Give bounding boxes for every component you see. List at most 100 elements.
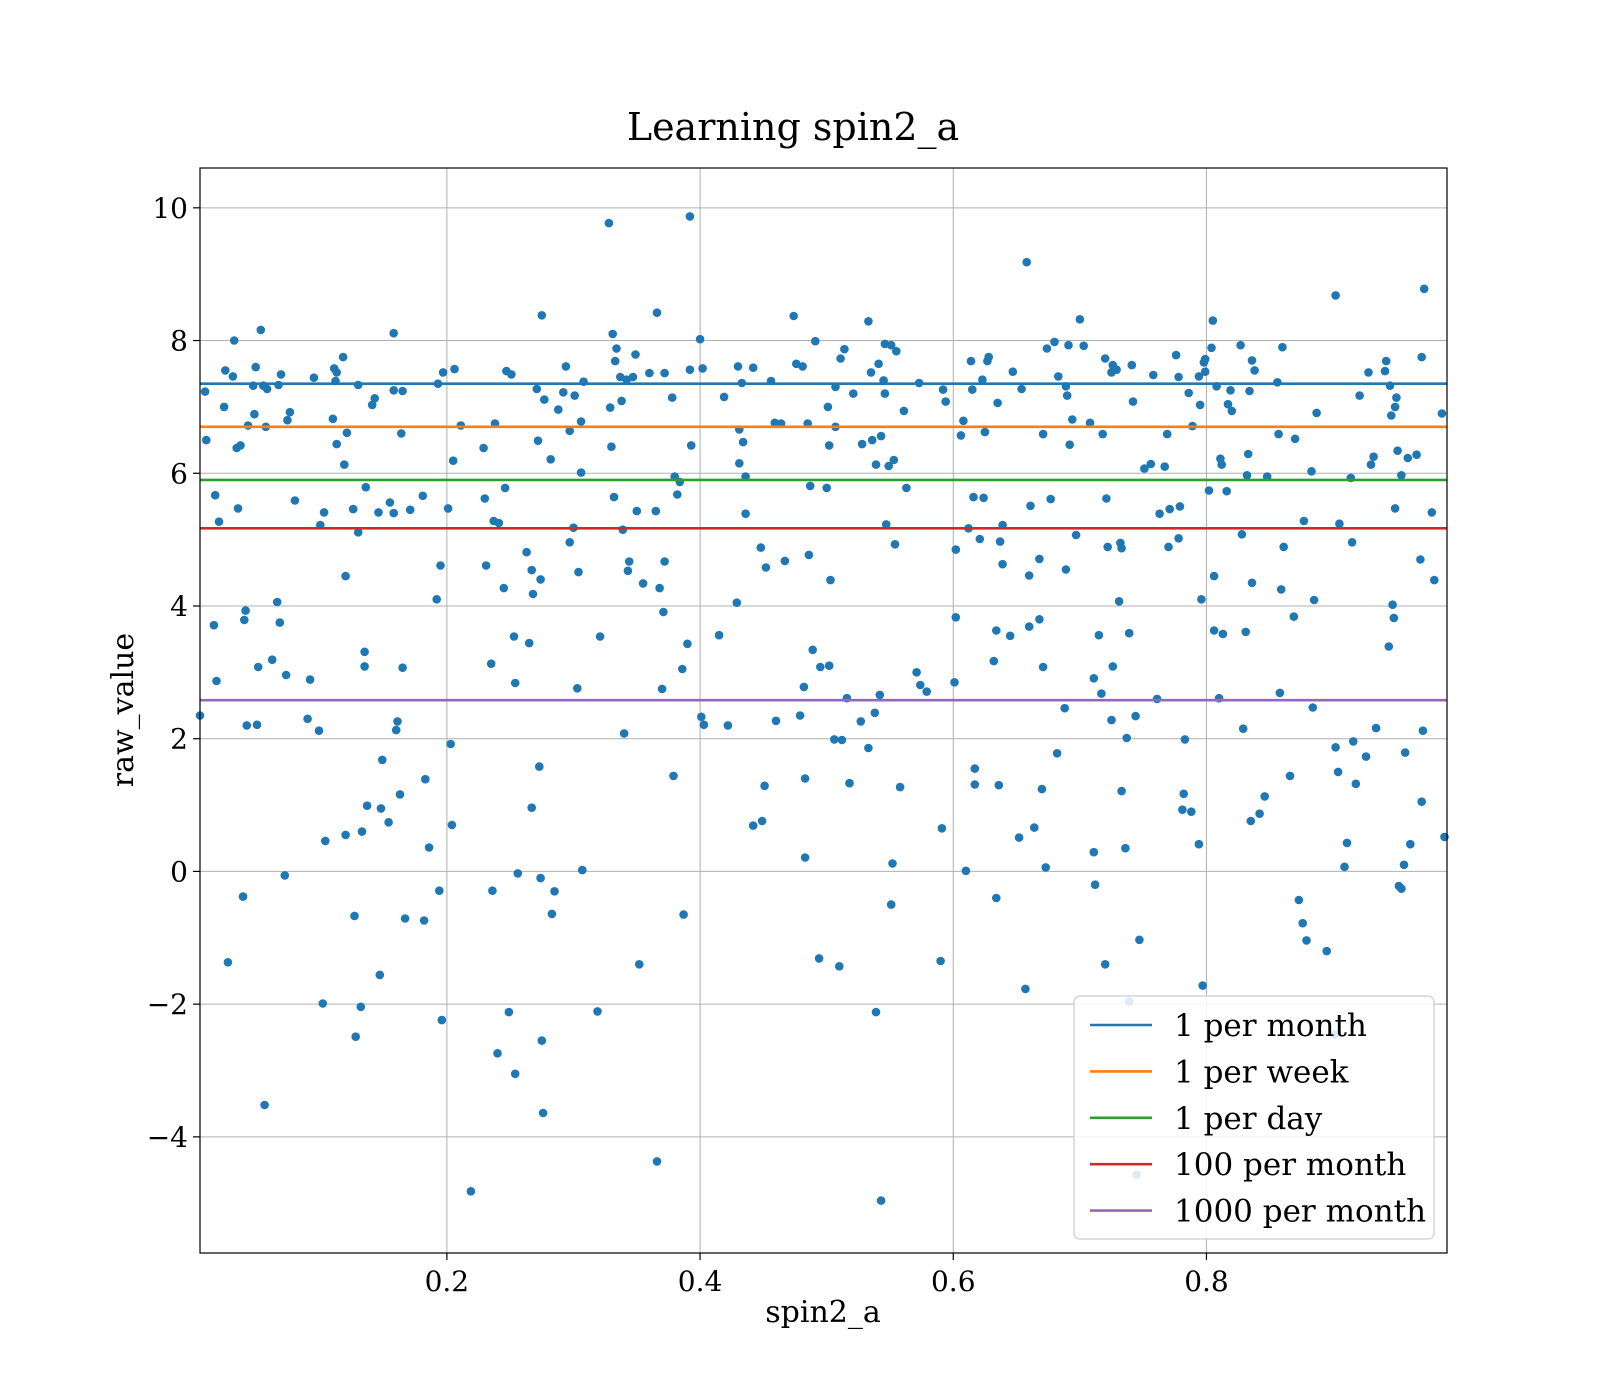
data-point: [356, 1002, 366, 1012]
data-point: [353, 380, 363, 390]
data-point: [1041, 863, 1050, 872]
data-point: [826, 575, 835, 585]
data-point: [1079, 341, 1088, 351]
data-point: [1061, 565, 1071, 574]
data-point: [395, 790, 405, 799]
data-point: [1278, 342, 1287, 352]
data-point: [504, 1007, 514, 1017]
data-point: [624, 557, 634, 566]
data-point: [698, 364, 707, 373]
data-point: [748, 363, 758, 373]
data-point: [968, 385, 977, 394]
data-point: [281, 670, 291, 680]
data-point: [870, 708, 880, 718]
data-point: [1054, 372, 1063, 381]
data-point: [808, 645, 817, 655]
data-point: [998, 559, 1007, 569]
data-point: [837, 735, 847, 745]
data-point: [229, 336, 239, 345]
data-point: [959, 416, 968, 426]
data-point: [1121, 843, 1130, 853]
data-point: [695, 334, 705, 344]
data-point: [341, 830, 350, 840]
data-point: [975, 534, 985, 544]
data-point: [361, 482, 371, 492]
data-point: [1403, 453, 1413, 463]
data-point: [1419, 284, 1429, 294]
data-point: [241, 606, 250, 615]
data-point: [1285, 771, 1295, 781]
data-point: [1090, 880, 1100, 889]
data-point: [979, 493, 988, 503]
data-point: [1340, 862, 1349, 872]
data-point: [1226, 386, 1235, 395]
data-point: [760, 781, 769, 791]
data-point: [992, 893, 1001, 903]
data-point: [623, 566, 633, 576]
data-point: [1131, 711, 1140, 721]
data-point: [1194, 372, 1204, 381]
data-point: [1389, 613, 1399, 623]
data-point: [1122, 733, 1131, 743]
data-point: [699, 720, 709, 730]
data-point: [1390, 504, 1400, 513]
data-point: [1022, 257, 1031, 267]
data-point: [565, 426, 574, 436]
data-point: [845, 778, 854, 788]
data-point: [609, 492, 619, 502]
data-point: [1260, 792, 1269, 801]
data-point: [209, 620, 219, 630]
data-point: [1243, 449, 1253, 459]
data-point: [1112, 365, 1121, 375]
data-point: [892, 346, 901, 356]
data-point: [1290, 434, 1300, 444]
data-point: [748, 821, 758, 830]
data-point: [1308, 703, 1318, 712]
data-point: [1005, 631, 1015, 641]
data-point: [1245, 386, 1254, 396]
data-point: [1342, 838, 1352, 848]
legend: 1 per month 1 per week 1 per day 100 per mo…: [1073, 995, 1435, 1240]
data-point: [480, 494, 490, 503]
data-point: [1171, 350, 1181, 360]
data-point: [685, 212, 695, 221]
data-point: [1416, 555, 1425, 564]
y-tick-label: 10: [152, 192, 188, 225]
data-point: [561, 362, 571, 371]
data-point: [888, 859, 897, 868]
data-point: [1250, 366, 1259, 375]
data-point: [546, 455, 555, 464]
data-point: [309, 373, 319, 383]
data-point: [1387, 411, 1396, 420]
data-point: [1180, 735, 1190, 744]
data-point: [574, 567, 583, 577]
data-point: [578, 865, 587, 875]
data-point: [424, 843, 434, 852]
data-point: [638, 579, 648, 588]
data-point: [733, 362, 743, 371]
data-point: [1247, 356, 1257, 365]
data-point: [1273, 378, 1282, 387]
data-point: [1200, 367, 1210, 377]
data-point: [886, 900, 896, 909]
data-point: [1024, 571, 1034, 580]
data-point: [789, 311, 798, 321]
data-point: [1207, 343, 1216, 353]
data-point: [795, 711, 805, 720]
data-point: [993, 398, 1002, 408]
data-point: [447, 820, 457, 830]
x-tick-label: 0.2: [425, 1265, 470, 1298]
data-point: [200, 387, 210, 396]
data-point: [1312, 408, 1321, 418]
legend-label: 1 per month: [1174, 1008, 1367, 1044]
data-point: [667, 393, 677, 402]
data-point: [488, 886, 497, 895]
data-point: [1146, 459, 1156, 469]
data-point: [1392, 393, 1401, 402]
data-point: [1135, 935, 1144, 945]
data-point: [1437, 409, 1447, 418]
data-point: [513, 869, 523, 878]
data-point: [389, 508, 399, 518]
data-point: [443, 504, 453, 513]
data-point: [243, 421, 253, 430]
